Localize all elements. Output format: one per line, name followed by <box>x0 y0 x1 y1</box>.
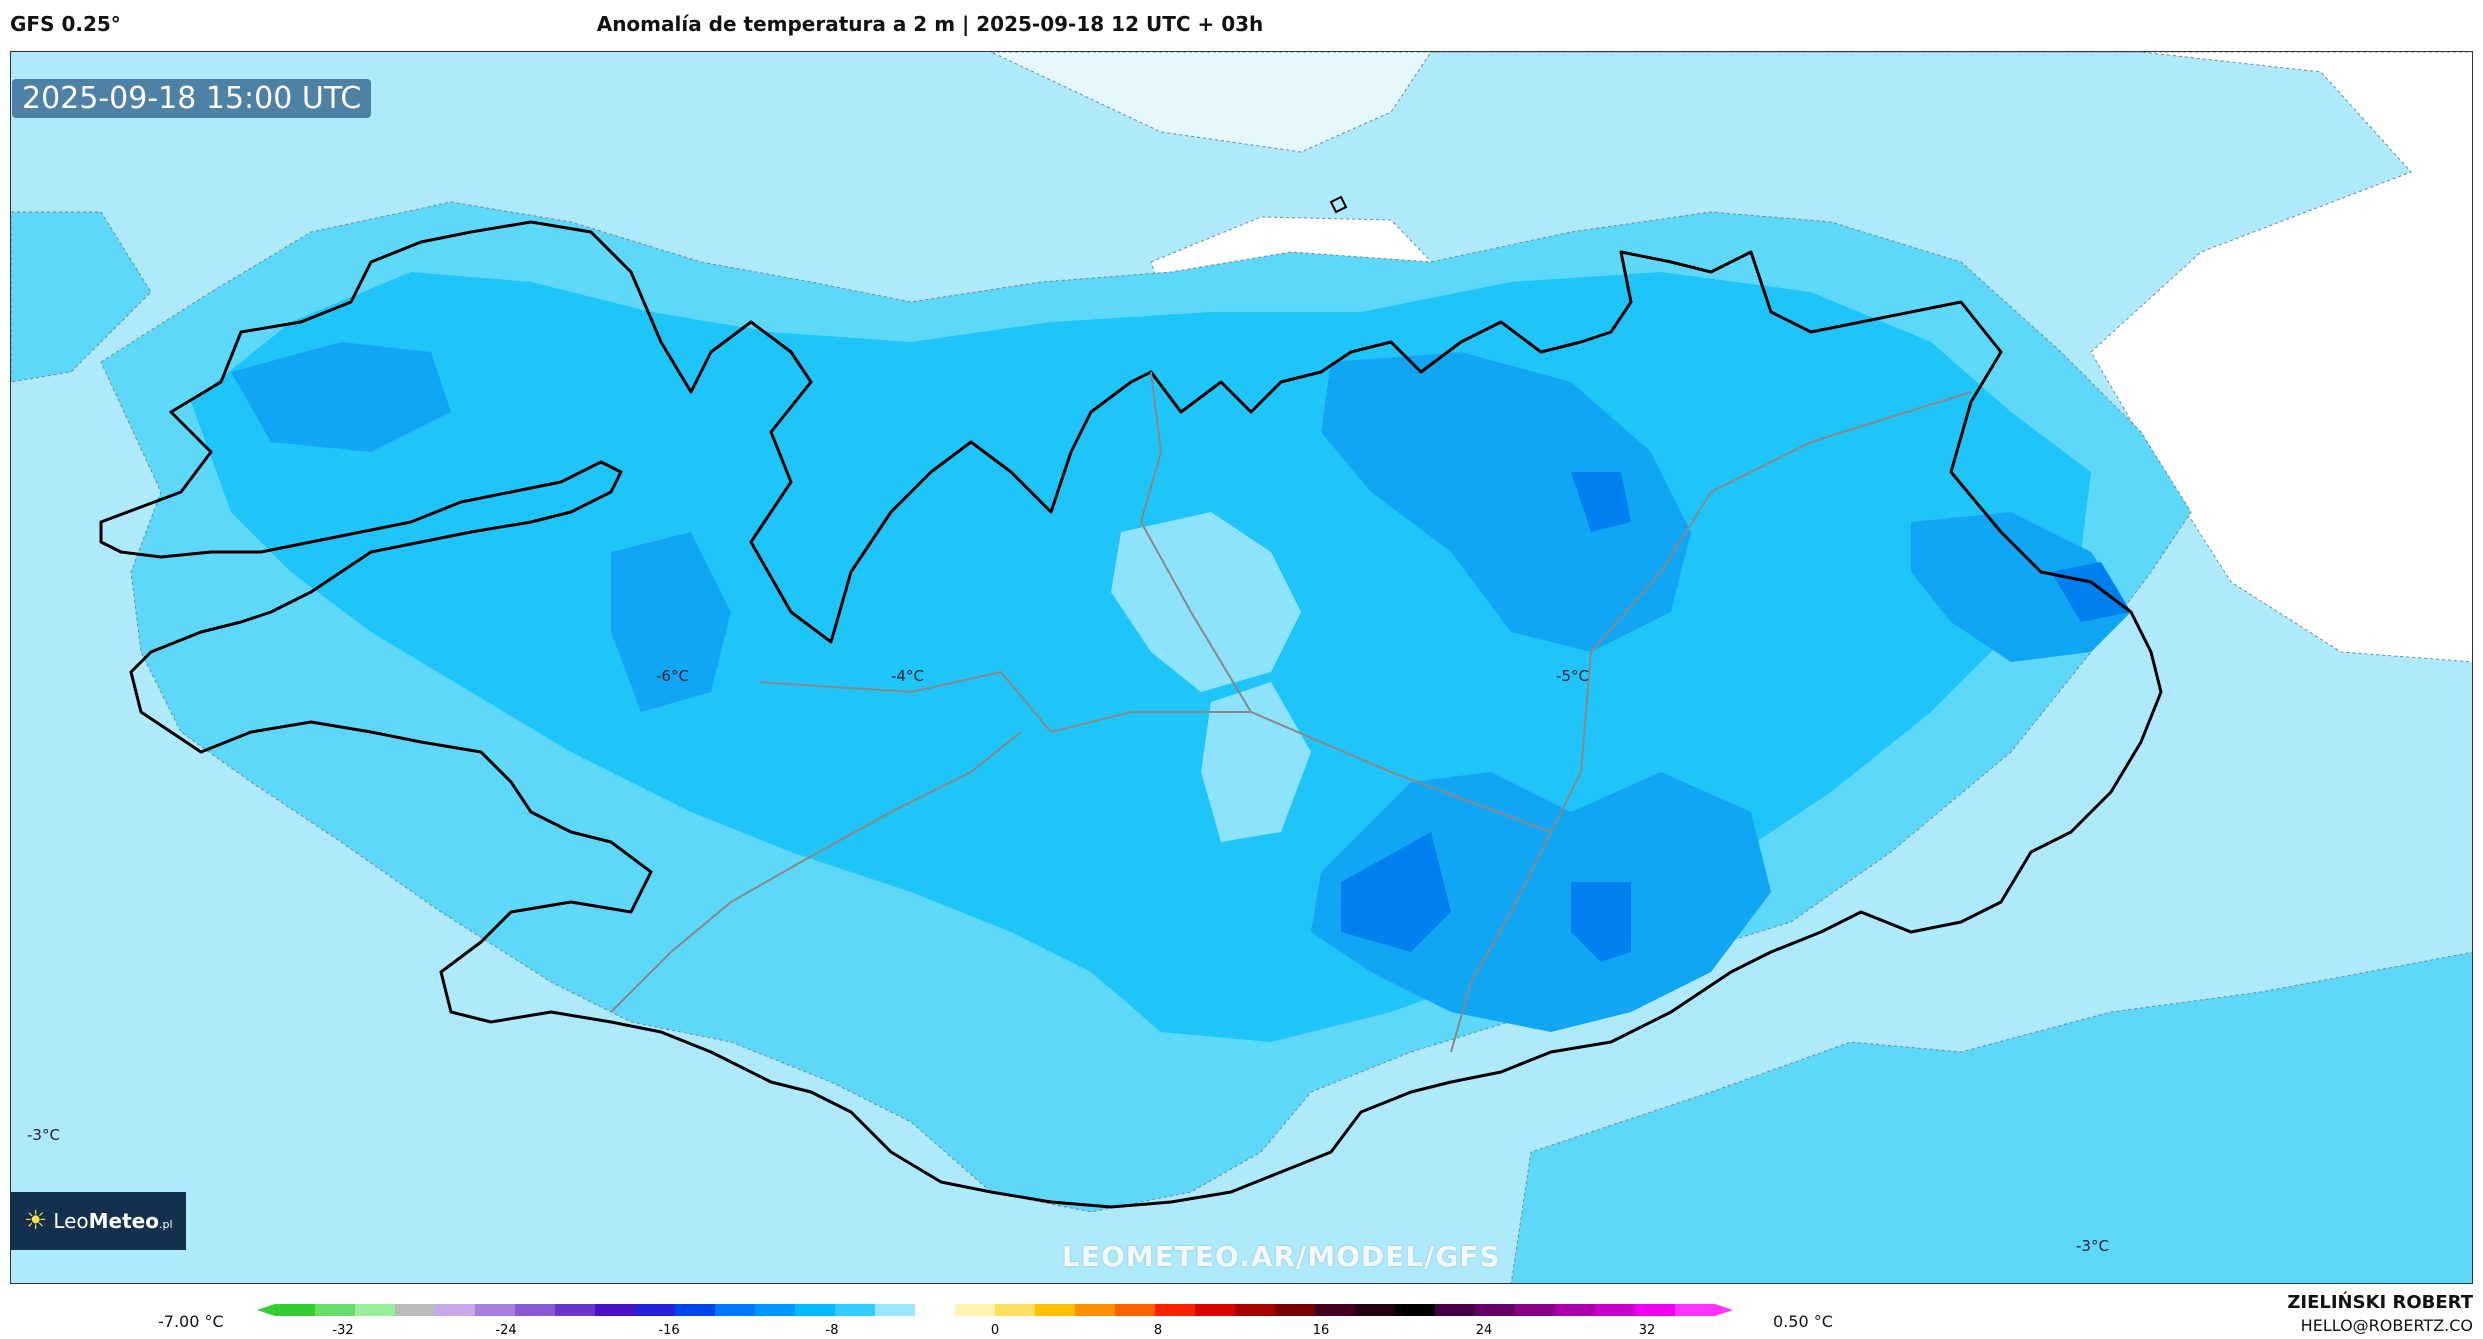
map-title: Anomalía de temperatura a 2 m | 2025-09-… <box>596 12 1264 36</box>
colorbar-swatch <box>1195 1304 1236 1316</box>
colorbar-swatch <box>1075 1304 1116 1316</box>
colorbar-swatch <box>1515 1304 1556 1316</box>
anomaly-zone-southeast <box>1510 951 2472 1283</box>
colorbar-swatch <box>595 1304 636 1316</box>
colorbar-min-arrow <box>257 1304 275 1316</box>
colorbar-swatch <box>1355 1304 1396 1316</box>
contour-label: -5°C <box>1556 667 1589 685</box>
colorbar-max-arrow <box>1715 1304 1733 1316</box>
colorbar-swatch <box>1315 1304 1356 1316</box>
colorbar-min-label: -7.00 °C <box>158 1312 224 1331</box>
colorbar-swatch <box>1675 1304 1716 1316</box>
colorbar-swatch <box>995 1304 1036 1316</box>
colorbar-swatch <box>395 1304 436 1316</box>
colorbar-tick-label: 8 <box>1154 1323 1162 1338</box>
colorbar-swatch <box>1155 1304 1196 1316</box>
contour-label: -3°C <box>2076 1237 2109 1255</box>
colorbar-swatch <box>715 1304 756 1316</box>
map-area[interactable]: -6°C -4°C -5°C -3°C -3°C <box>10 51 2473 1284</box>
colorbar-swatch <box>435 1304 476 1316</box>
anomaly-peak-south <box>1341 832 1451 952</box>
colorbar-swatch <box>835 1304 876 1316</box>
colorbar-tick-label: -8 <box>826 1323 839 1338</box>
colorbar-tick-label: 16 <box>1313 1323 1330 1338</box>
colorbar-swatch <box>1115 1304 1156 1316</box>
colorbar-tick-label: 32 <box>1639 1323 1656 1338</box>
anomaly-core-north <box>1321 352 1691 652</box>
anomaly-zone-west <box>11 211 152 383</box>
anomaly-peak-north <box>1571 472 1631 532</box>
colorbar-swatch <box>675 1304 716 1316</box>
anomaly-core-east <box>1911 512 2131 662</box>
colorbar-max-label: 0.50 °C <box>1773 1312 1833 1331</box>
colorbar-swatch <box>355 1304 396 1316</box>
sun-icon: ☀ <box>24 1206 48 1236</box>
colorbar-tick-label: 0 <box>991 1323 999 1338</box>
anomaly-map <box>11 52 2472 1283</box>
colorbar-swatch <box>275 1304 316 1316</box>
colorbar-swatch <box>475 1304 516 1316</box>
colorbar-swatch <box>1035 1304 1076 1316</box>
source-watermark: LEOMETEO.AR/MODEL/GFS <box>1062 1240 1501 1273</box>
author-email[interactable]: HELLO@ROBERTZ.CO <box>2300 1316 2473 1335</box>
colorbar-swatch <box>1555 1304 1596 1316</box>
anomaly-zone-inner-weak-2 <box>1201 682 1311 842</box>
colorbar-swatch <box>1475 1304 1516 1316</box>
colorbar-tick-label: -16 <box>658 1323 679 1338</box>
iceland-coastline <box>99 220 2163 1209</box>
contour-label: -6°C <box>656 667 689 685</box>
colorbar-swatch <box>755 1304 796 1316</box>
colorbar-swatch <box>1235 1304 1276 1316</box>
leometeo-logo[interactable]: ☀ LeoMeteo.pl <box>10 1192 186 1250</box>
colorbar-swatch <box>915 1304 956 1316</box>
colorbar: -32 -24 -16 -8 0 8 16 24 32 <box>257 1304 1733 1338</box>
anomaly-zone-south <box>612 1112 930 1283</box>
logo-text: LeoMeteo.pl <box>53 1209 173 1233</box>
anomaly-peak-south-2 <box>1571 882 1631 962</box>
colorbar-swatch <box>955 1304 996 1316</box>
colorbar-swatch <box>635 1304 676 1316</box>
anomaly-core-west <box>231 342 451 452</box>
island-outline <box>1329 195 1348 214</box>
colorbar-swatch <box>1635 1304 1676 1316</box>
contour-label: -4°C <box>891 667 924 685</box>
anomaly-zone-inner-weak <box>1111 512 1301 692</box>
anomaly-core-west-2 <box>611 532 731 712</box>
author-credit: ZIELIŃSKI ROBERT <box>2287 1292 2473 1313</box>
colorbar-swatch <box>795 1304 836 1316</box>
colorbar-tick-label: -32 <box>332 1323 353 1338</box>
colorbar-swatch <box>515 1304 556 1316</box>
contour-label: -3°C <box>27 1126 60 1144</box>
colorbar-tick-label: -24 <box>495 1323 516 1338</box>
colorbar-swatch <box>1435 1304 1476 1316</box>
colorbar-swatch <box>315 1304 356 1316</box>
colorbar-swatch <box>555 1304 596 1316</box>
colorbar-swatch <box>1595 1304 1636 1316</box>
region-borders <box>610 371 1972 1053</box>
colorbar-tick-label: 24 <box>1476 1323 1493 1338</box>
colorbar-swatch <box>1395 1304 1436 1316</box>
colorbar-swatch <box>1275 1304 1316 1316</box>
colorbar-swatch <box>875 1304 916 1316</box>
model-label: GFS 0.25° <box>10 12 121 36</box>
valid-time-badge: 2025-09-18 15:00 UTC <box>12 79 372 118</box>
